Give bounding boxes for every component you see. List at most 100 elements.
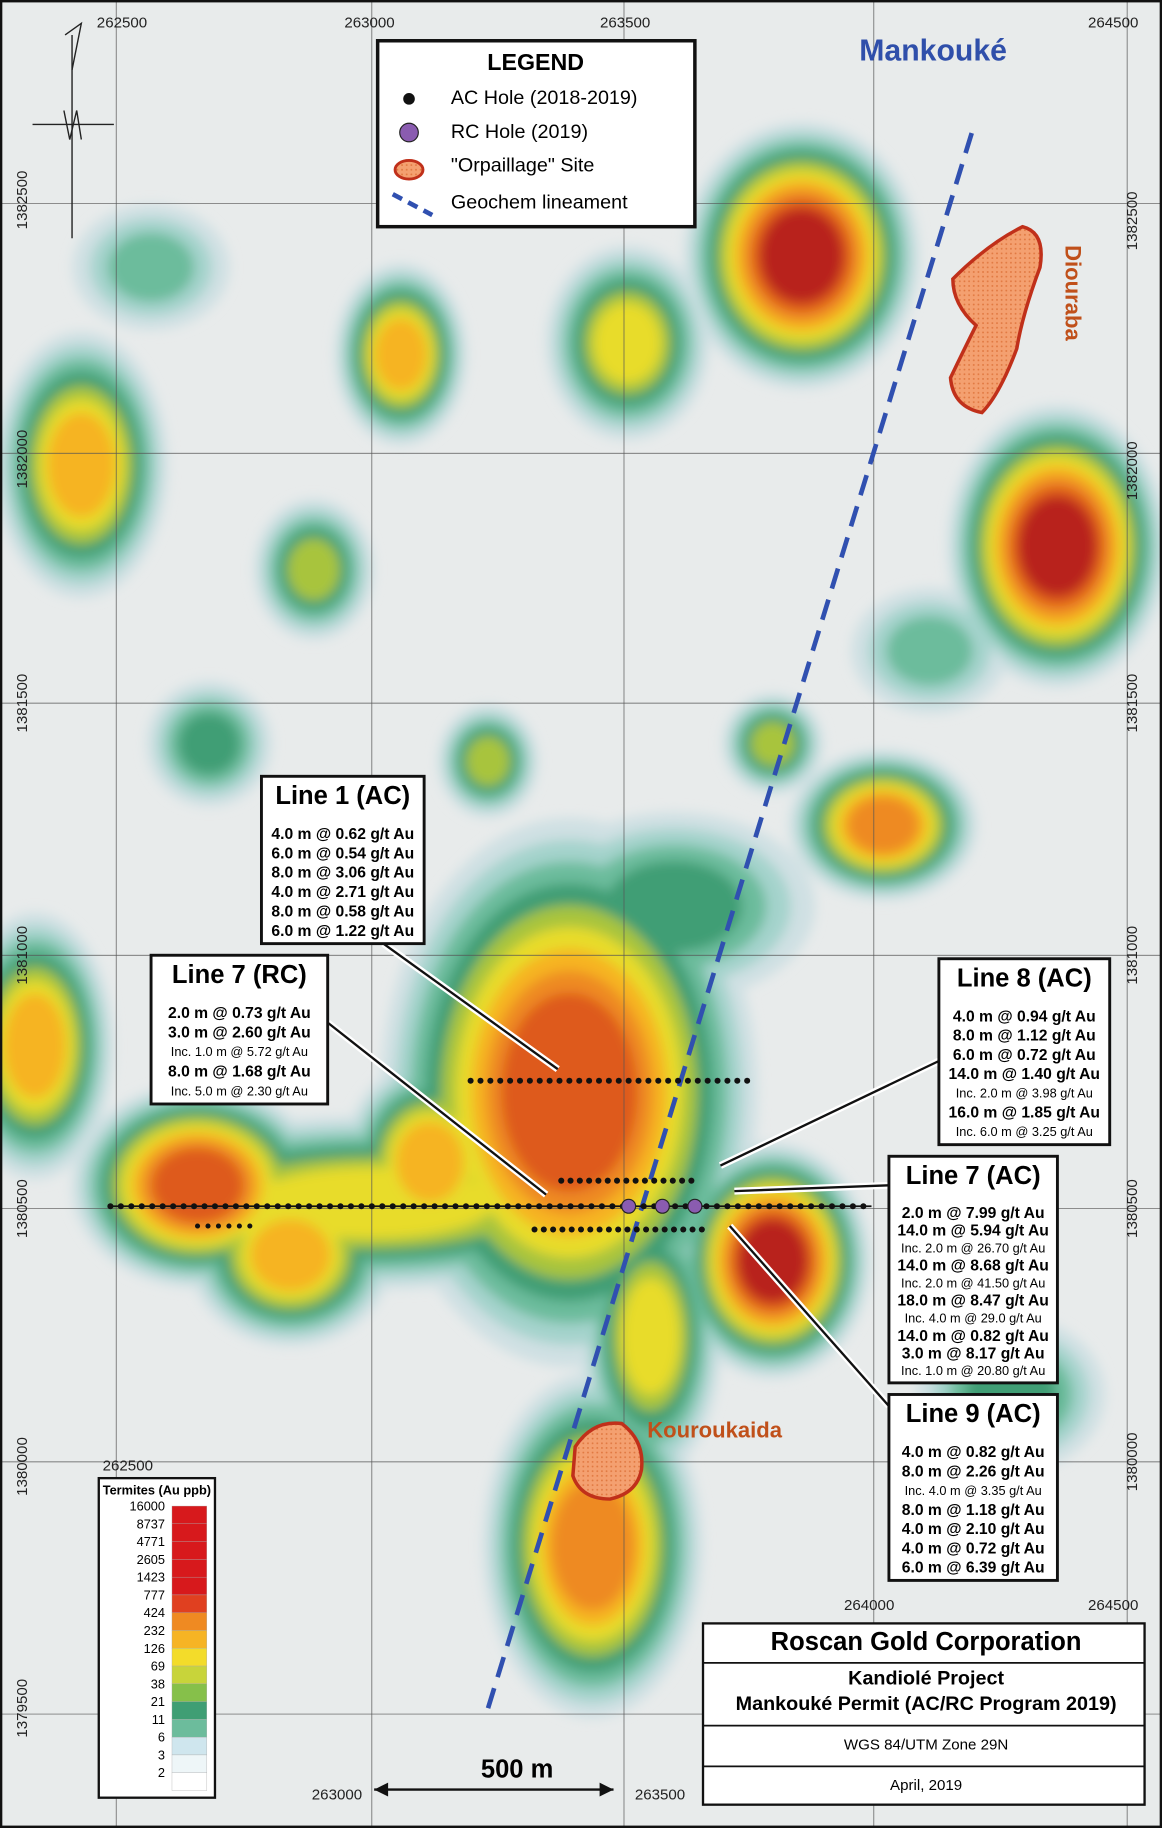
geochem-lineament: [485, 129, 975, 1709]
callout-line: Inc. 1.0 m @ 20.80 g/t Au: [901, 1363, 1045, 1378]
legend-symbol: [391, 192, 434, 218]
drill-hole: [694, 1077, 701, 1084]
drill-hole: [604, 1177, 611, 1184]
drill-hole: [625, 1077, 632, 1084]
color-scale-label: 4771: [137, 1534, 165, 1549]
drill-hole: [797, 1203, 804, 1210]
drill-hole: [787, 1203, 794, 1210]
color-scale-label: 11: [152, 1712, 165, 1727]
drill-hole: [540, 1226, 547, 1233]
place-label: Kouroukaida: [647, 1417, 783, 1442]
drill-hole: [477, 1077, 484, 1084]
heat-contour: [551, 1480, 634, 1611]
heat-contour: [501, 992, 638, 1192]
drill-hole: [839, 1203, 846, 1210]
legend-item: Geochem lineament: [451, 192, 628, 214]
heat-contour: [4, 993, 66, 1099]
drill-hole: [205, 1223, 211, 1229]
drill-hole: [641, 1177, 648, 1184]
drill-hole: [467, 1077, 474, 1084]
drill-hole: [557, 1203, 564, 1210]
legend-box: [375, 39, 697, 229]
datum: WGS 84/UTM Zone 29N: [844, 1736, 1008, 1753]
color-scale-label: 126: [144, 1641, 165, 1656]
callout-line: 8.0 m @ 2.26 g/t Au: [902, 1463, 1045, 1480]
drill-hole: [655, 1077, 662, 1084]
drill-hole: [635, 1077, 642, 1084]
color-swatch: [171, 1576, 208, 1596]
heat-contour: [287, 538, 341, 601]
drill-hole: [689, 1226, 696, 1233]
drill-hole: [226, 1223, 232, 1229]
drill-hole: [766, 1203, 773, 1210]
drill-hole: [494, 1203, 501, 1210]
drill-hole: [755, 1203, 762, 1210]
callout-line: 4.0 m @ 0.82 g/t Au: [902, 1444, 1045, 1461]
drill-hole: [507, 1077, 514, 1084]
drill-hole: [776, 1203, 783, 1210]
grid-label: 1380500: [1124, 1179, 1141, 1238]
callout-title: Line 1 (AC): [275, 782, 410, 810]
drill-hole: [615, 1226, 622, 1233]
drill-hole: [138, 1203, 145, 1210]
grid-label: 263500: [600, 14, 650, 31]
drill-hole: [180, 1203, 187, 1210]
heat-contour: [750, 721, 795, 766]
callout-box: [259, 774, 426, 946]
color-scale-title: Termites (Au ppb): [103, 1482, 211, 1497]
drill-hole: [605, 1077, 612, 1084]
drill-hole: [567, 1203, 574, 1210]
grid-label: 1380500: [14, 1179, 31, 1238]
drill-hole: [670, 1226, 677, 1233]
drill-hole: [665, 1077, 672, 1084]
drill-hole: [568, 1226, 575, 1233]
scale-bar-label: 500 m: [481, 1756, 553, 1784]
color-swatch: [171, 1665, 208, 1684]
color-swatch: [171, 1630, 208, 1649]
drill-hole: [860, 1203, 867, 1210]
drill-hole: [595, 1077, 603, 1084]
drill-hole: [546, 1203, 553, 1210]
callout-line: 3.0 m @ 8.17 g/t Au: [902, 1345, 1045, 1362]
drill-hole: [526, 1077, 533, 1084]
callout-line: 4.0 m @ 2.71 g/t Au: [271, 884, 414, 901]
drill-hole: [745, 1203, 752, 1210]
callout-line: 14.0 m @ 8.68 g/t Au: [897, 1258, 1048, 1275]
drill-hole: [713, 1203, 720, 1210]
place-label: Diouraba: [1061, 245, 1086, 341]
drill-hole: [818, 1203, 825, 1210]
color-swatch: [171, 1594, 208, 1613]
heat-contour: [465, 736, 511, 787]
drill-hole: [347, 1203, 354, 1210]
legend-symbol: [393, 158, 425, 181]
color-scale-label: 16000: [130, 1499, 166, 1514]
drill-hole: [442, 1203, 449, 1210]
heat-contour: [1018, 496, 1097, 597]
grid-label: 1380000: [14, 1437, 31, 1496]
drill-hole: [679, 1177, 686, 1184]
callout-line: 3.0 m @ 2.60 g/t Au: [168, 1024, 311, 1041]
leader-line: [326, 1021, 547, 1196]
drill-hole: [306, 1203, 313, 1210]
drill-hole: [596, 1226, 603, 1233]
callout-line: 4.0 m @ 2.10 g/t Au: [902, 1521, 1045, 1538]
color-scale-label: 232: [144, 1623, 165, 1638]
drill-hole: [724, 1203, 731, 1210]
callout-line: Inc. 5.0 m @ 2.30 g/t Au: [171, 1083, 308, 1098]
drill-hole: [734, 1203, 741, 1210]
color-swatch: [171, 1505, 208, 1524]
drill-hole: [605, 1226, 612, 1233]
color-scale-label: 21: [151, 1694, 165, 1709]
drill-hole: [515, 1203, 522, 1210]
callout-line: Inc. 2.0 m @ 26.70 g/t Au: [901, 1240, 1045, 1255]
drill-hole: [536, 1077, 543, 1084]
grid-label: 263000: [344, 14, 394, 31]
drill-hole: [149, 1203, 156, 1210]
color-swatch: [171, 1523, 208, 1542]
drill-hole: [688, 1177, 695, 1184]
orpaillage-site: [948, 224, 1043, 415]
drill-hole: [556, 1077, 563, 1084]
drill-hole: [645, 1077, 652, 1084]
callout-box: [149, 953, 330, 1106]
